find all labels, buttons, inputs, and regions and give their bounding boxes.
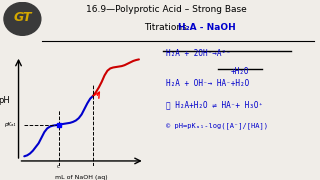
Text: 16.9—Polyprotic Acid – Strong Base: 16.9—Polyprotic Acid – Strong Base <box>86 5 247 14</box>
Text: GT: GT <box>13 11 32 24</box>
Text: © pH=pKₐ₁-log([A⁻]/[HA]): © pH=pKₐ₁-log([A⁻]/[HA]) <box>166 122 268 129</box>
Text: H₂A + 2OH⁻→A²⁻: H₂A + 2OH⁻→A²⁻ <box>166 49 231 58</box>
Text: Titrations: Titrations <box>144 23 189 32</box>
Text: H₂A - NaOH: H₂A - NaOH <box>178 23 235 32</box>
Text: c: c <box>57 164 60 169</box>
Text: H₂A + OH⁻→ HA⁻+H₂O: H₂A + OH⁻→ HA⁻+H₂O <box>166 79 250 88</box>
Text: pKₐ₁: pKₐ₁ <box>4 122 16 127</box>
Text: mL of NaOH (aq): mL of NaOH (aq) <box>55 175 108 180</box>
Text: +H₂O: +H₂O <box>230 67 249 76</box>
Text: pH: pH <box>0 96 10 105</box>
Text: Ⓑ H₂A+H₂O ⇌ HA⁻+ H₃O⁺: Ⓑ H₂A+H₂O ⇌ HA⁻+ H₃O⁺ <box>166 101 264 110</box>
Circle shape <box>4 3 41 35</box>
